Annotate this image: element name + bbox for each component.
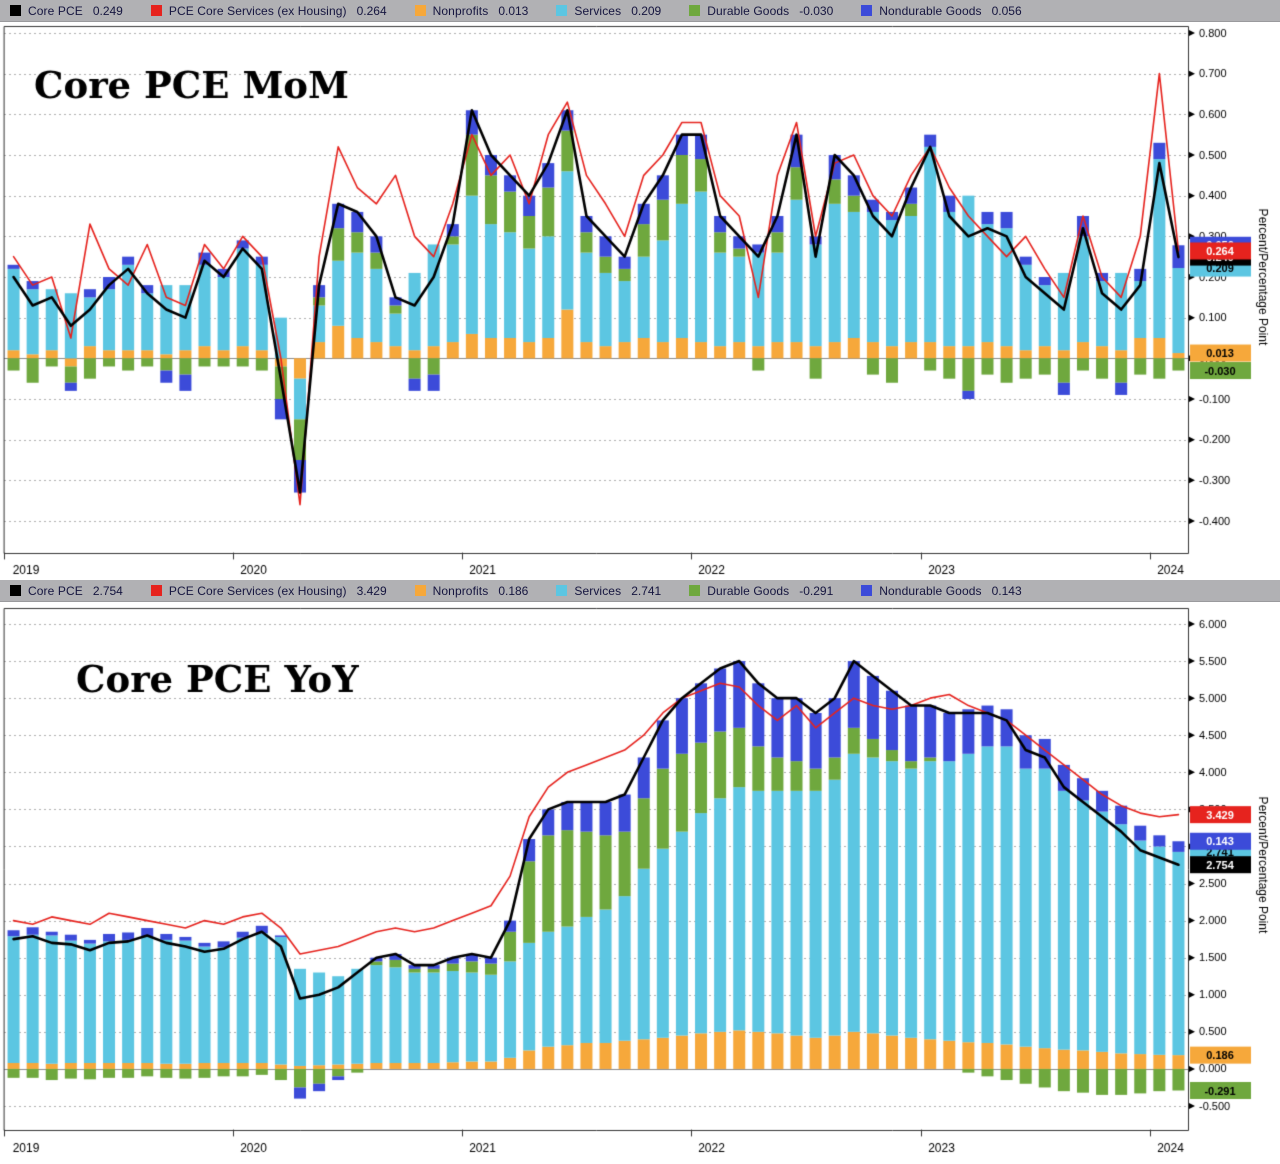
durable-swatch-icon bbox=[689, 5, 701, 16]
legend-label: Nonprofits bbox=[432, 583, 489, 598]
legend-value: 0.249 bbox=[92, 3, 123, 18]
legend-label: Durable Goods bbox=[707, 3, 790, 18]
legend-label: PCE Core Services (ex Housing) bbox=[168, 3, 347, 18]
durable-swatch-icon bbox=[689, 585, 701, 596]
legend-value: 0.186 bbox=[498, 583, 529, 598]
legend-value: 0.209 bbox=[631, 3, 662, 18]
legend-label: Core PCE bbox=[28, 3, 83, 18]
legend-value: 0.264 bbox=[356, 3, 387, 18]
legend-item-services[interactable]: Services 2.741 bbox=[556, 584, 661, 598]
legend-item-nondurable[interactable]: Nondurable Goods 0.056 bbox=[861, 3, 1022, 18]
core-swatch-icon bbox=[10, 585, 21, 596]
nondurable-swatch-icon bbox=[861, 5, 873, 16]
nonprofits-swatch-icon bbox=[414, 585, 426, 596]
legend-label: Durable Goods bbox=[707, 583, 790, 598]
legend-value: 2.741 bbox=[631, 583, 662, 598]
core-pce-mom-chart[interactable] bbox=[0, 22, 1280, 580]
red_services-swatch-icon bbox=[150, 585, 162, 596]
legend-value: 0.013 bbox=[498, 3, 529, 18]
legend-value: 2.754 bbox=[92, 583, 123, 598]
legend-item-services[interactable]: Services 0.209 bbox=[556, 4, 661, 18]
legend-value: 3.429 bbox=[356, 583, 387, 598]
nondurable-swatch-icon bbox=[861, 585, 873, 596]
legend-label: Core PCE bbox=[28, 583, 83, 598]
core-pce-yoy-chart[interactable] bbox=[0, 602, 1280, 1164]
legend-label: Services bbox=[574, 583, 622, 598]
legend-item-nondurable[interactable]: Nondurable Goods 0.143 bbox=[861, 583, 1022, 598]
legend-item-nonprofits[interactable]: Nonprofits 0.186 bbox=[414, 583, 529, 598]
legend-item-core[interactable]: Core PCE 0.249 bbox=[10, 4, 123, 18]
legend-label: Nondurable Goods bbox=[879, 3, 982, 18]
legend-value: 0.056 bbox=[991, 3, 1022, 18]
legend-label: Nonprofits bbox=[432, 3, 489, 18]
legend-item-core[interactable]: Core PCE 2.754 bbox=[10, 584, 123, 598]
legend-value: 0.143 bbox=[991, 583, 1022, 598]
legend-item-red_services[interactable]: PCE Core Services (ex Housing) 3.429 bbox=[150, 583, 387, 598]
services-swatch-icon bbox=[556, 585, 568, 596]
legend-value: -0.030 bbox=[799, 3, 834, 18]
legend-item-red_services[interactable]: PCE Core Services (ex Housing) 0.264 bbox=[150, 3, 387, 18]
legend-item-durable[interactable]: Durable Goods -0.030 bbox=[689, 4, 833, 18]
legend-label: PCE Core Services (ex Housing) bbox=[168, 583, 347, 598]
legend-yoy: Core PCE 2.754 PCE Core Services (ex Housi… bbox=[0, 580, 1280, 602]
legend-label: Nondurable Goods bbox=[879, 583, 982, 598]
legend-item-nonprofits[interactable]: Nonprofits 0.013 bbox=[414, 3, 529, 18]
legend-label: Services bbox=[574, 3, 622, 18]
core-swatch-icon bbox=[10, 5, 21, 16]
legend-item-durable[interactable]: Durable Goods -0.291 bbox=[689, 584, 833, 598]
nonprofits-swatch-icon bbox=[414, 5, 426, 16]
legend-value: -0.291 bbox=[799, 583, 834, 598]
legend-mom: Core PCE 0.249 PCE Core Services (ex Housi… bbox=[0, 0, 1280, 22]
services-swatch-icon bbox=[556, 5, 568, 16]
red_services-swatch-icon bbox=[150, 5, 162, 16]
